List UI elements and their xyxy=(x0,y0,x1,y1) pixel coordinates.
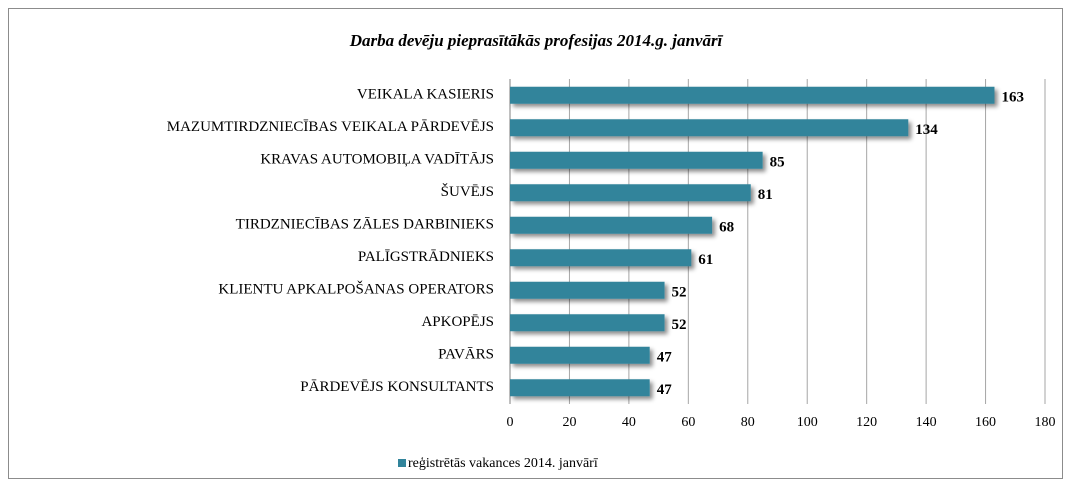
bar xyxy=(510,281,665,299)
y-tick-label: ŠUVĒJS xyxy=(441,183,494,200)
data-label: 52 xyxy=(672,317,687,333)
y-tick-label: MAZUMTIRDZNIECĪBAS VEIKALA PĀRDEVĒJS xyxy=(167,119,494,135)
x-tick-label: 140 xyxy=(916,415,937,430)
data-label: 163 xyxy=(1001,90,1024,106)
x-tick-label: 160 xyxy=(975,415,996,430)
data-label: 52 xyxy=(672,285,687,301)
data-label: 47 xyxy=(657,382,673,398)
legend-label: reģistrētās vakances 2014. janvārī xyxy=(408,455,599,471)
x-tick-label: 120 xyxy=(856,415,877,430)
data-label: 81 xyxy=(758,187,773,203)
x-tick-label: 100 xyxy=(797,415,818,430)
bar xyxy=(510,86,995,104)
x-tick-label: 180 xyxy=(1035,415,1056,430)
x-tick-label: 40 xyxy=(622,415,636,430)
legend-swatch xyxy=(398,459,406,467)
data-label: 134 xyxy=(915,122,938,138)
x-tick-label: 60 xyxy=(681,415,695,430)
y-tick-label: PAVĀRS xyxy=(438,347,494,363)
data-label: 68 xyxy=(719,220,734,236)
y-tick-label: PĀRDEVĒJS KONSULTANTS xyxy=(300,379,494,395)
bar xyxy=(510,216,713,234)
y-tick-label: KLIENTU APKALPOŠANAS OPERATORS xyxy=(218,281,494,298)
y-tick-label: APKOPĒJS xyxy=(421,314,494,330)
bar xyxy=(510,379,650,397)
bar xyxy=(510,184,751,202)
bar xyxy=(510,314,665,332)
x-tick-label: 20 xyxy=(562,415,576,430)
bar xyxy=(510,119,909,137)
data-label: 61 xyxy=(698,252,713,268)
bar xyxy=(510,151,763,169)
x-tick-label: 80 xyxy=(741,415,755,430)
data-label: 85 xyxy=(770,155,785,171)
y-tick-label: PALĪGSTRĀDNIEKS xyxy=(358,249,494,265)
y-tick-label: KRAVAS AUTOMOBIĻA VADĪTĀJS xyxy=(260,152,494,168)
bar xyxy=(510,249,692,267)
bar xyxy=(510,346,650,364)
y-tick-label: TIRDZNIECĪBAS ZĀLES DARBINIEKS xyxy=(236,217,494,233)
chart-title: Darba devēju pieprasītākās profesijas 20… xyxy=(349,31,724,50)
chart-frame xyxy=(8,8,1063,479)
y-tick-label: VEIKALA KASIERIS xyxy=(357,87,494,103)
x-tick-label: 0 xyxy=(507,415,514,430)
data-label: 47 xyxy=(657,350,673,366)
